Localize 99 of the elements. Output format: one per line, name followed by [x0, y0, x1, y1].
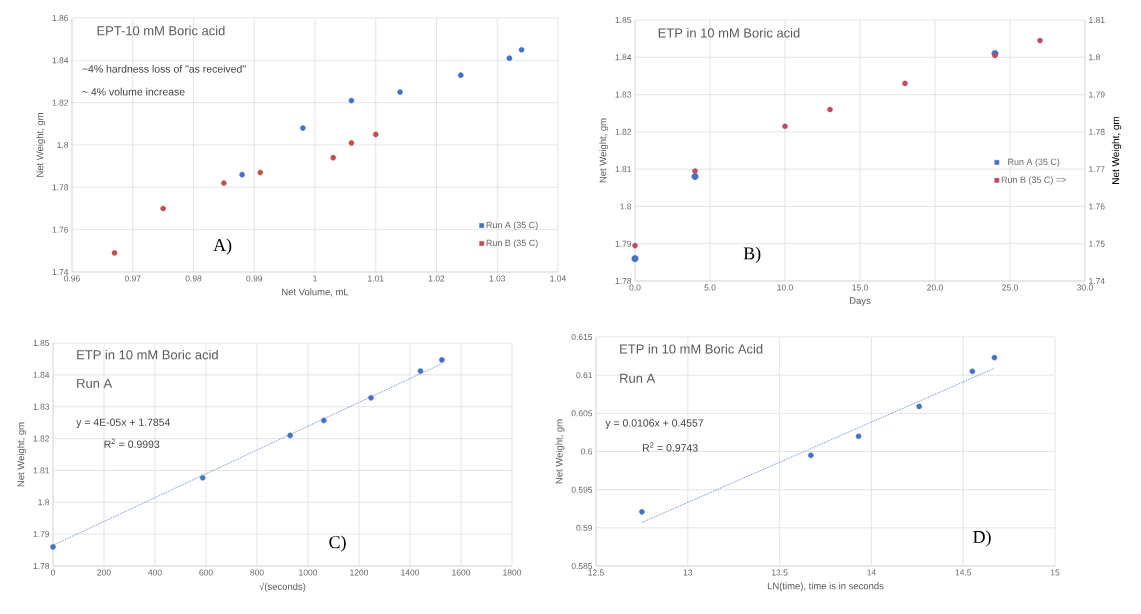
chart-title: ETP in 10 mM Boric acid — [77, 349, 218, 360]
x-tick-label: 5.0 — [704, 284, 716, 291]
x-tick-label: 1600 — [452, 569, 471, 576]
x-tick-label: 15 — [1050, 569, 1060, 576]
annotation: C) — [329, 535, 346, 552]
text: Run A — [620, 373, 656, 383]
y-tick-label: 0.595 — [571, 486, 593, 493]
y-tick-label: 1.85 — [33, 340, 50, 346]
x-axis-title: Days — [850, 297, 871, 306]
y-tick-label: 1.83 — [615, 91, 632, 98]
x-tick-label: 200 — [97, 569, 111, 576]
y-tick-label: 1.85 — [615, 17, 632, 23]
y-tick-label: 1.84 — [52, 57, 69, 64]
x-axis-title: Net Volume, mL — [282, 288, 349, 297]
y-tick-label: 1.79 — [33, 531, 50, 538]
x-tick-label: 13.5 — [772, 569, 788, 576]
y-tick-label: 0.6 — [581, 448, 593, 455]
x-tick-label: 600 — [199, 569, 213, 576]
y-tick-label: 0.615 — [571, 334, 593, 340]
y-tick-label: 1.78 — [615, 278, 632, 284]
x-tick-label: 30.0 — [1077, 284, 1093, 291]
y2-tick-label: 1.76 — [1089, 203, 1105, 210]
x-tick-label: 20.0 — [927, 284, 943, 291]
x-tick-label: 0 — [50, 569, 56, 576]
annotation: R$^{2}$ = 0.9993 — [104, 438, 160, 448]
x-tick-label: 14.5 — [955, 569, 972, 576]
x-tick-label: 1 — [313, 275, 317, 282]
y-axis-title: Net Weight, gm — [36, 113, 46, 177]
y-tick-label: 0.61 — [576, 372, 593, 379]
y-tick-label: 1.83 — [33, 403, 50, 410]
y2-tick-label: 1.77 — [1089, 166, 1105, 173]
y-tick-label: 0.585 — [571, 563, 593, 569]
y-axis-title: Net Weight, gm — [555, 419, 565, 484]
text: Run A — [77, 378, 113, 388]
x-axis-title: √(seconds) — [259, 582, 306, 592]
annotation: y = 0.0106x + 0.4557 — [605, 419, 704, 429]
y2-axis-title: Net Weight, gm — [1111, 116, 1122, 184]
y-tick-label: 0.605 — [571, 410, 593, 417]
x-tick-label: 400 — [148, 569, 162, 576]
y2-tick-label: 1.78 — [1089, 128, 1105, 135]
x-tick-label: 13 — [683, 569, 693, 576]
legend-label: Run B (35 C) => — [1001, 176, 1066, 185]
x-tick-label: 800 — [250, 569, 264, 576]
x-tick-label: 1800 — [503, 569, 522, 576]
annotation: y = 4E-05x + 1.7854 — [76, 418, 171, 429]
y-tick-label: 1.84 — [615, 54, 632, 61]
y-tick-label: 1.82 — [615, 128, 632, 135]
x-tick-label: 0.96 — [64, 275, 80, 282]
legend-label: Run B (35 C) — [486, 239, 538, 248]
y-tick-label: 1.76 — [52, 226, 69, 233]
annotation: D) — [973, 530, 991, 547]
y-tick-label: 1.8 — [57, 142, 69, 148]
chart-title: EPT-10 mM Boric acid — [97, 25, 225, 36]
x-tick-label: 10.0 — [777, 284, 793, 291]
x-tick-label: 0.98 — [185, 275, 202, 282]
y2-tick-label: 1.81 — [1089, 17, 1105, 23]
annotation: ~ 4% volume increase — [82, 87, 185, 96]
y-axis-title: Net Weight, gm — [599, 118, 609, 183]
y2-tick-label: 1.75 — [1089, 240, 1105, 247]
y-tick-label: 1.81 — [33, 467, 50, 474]
y-tick-label: 1.79 — [615, 240, 632, 247]
x-tick-label: 0.97 — [124, 275, 141, 282]
x-axis-title: LN(time), time is in seconds — [767, 582, 884, 592]
annotation: B) — [743, 246, 761, 264]
x-tick-label: 12.5 — [588, 569, 604, 576]
y-tick-label: 1.81 — [615, 166, 632, 173]
legend-label: Run A (35 C) — [486, 221, 538, 230]
y-tick-label: 1.84 — [33, 371, 50, 378]
x-tick-label: 0.99 — [246, 275, 263, 282]
y2-tick-label: 1.79 — [1089, 91, 1105, 98]
y-tick-label: 1.8 — [38, 499, 50, 506]
x-tick-label: 1000 — [299, 569, 318, 576]
x-tick-label: 14 — [867, 569, 876, 576]
y2-tick-label: 1.74 — [1089, 278, 1105, 284]
y-tick-label: 1.82 — [52, 99, 69, 106]
y-tick-label: 1.74 — [52, 269, 69, 275]
x-tick-label: 0.0 — [629, 284, 641, 291]
x-tick-label: 15.0 — [852, 284, 868, 291]
chart-title: ETP in 10 mM Boric Acid — [620, 344, 763, 354]
y-tick-label: 1.86 — [52, 15, 69, 21]
x-tick-label: 1400 — [401, 569, 420, 576]
x-tick-label: 1.02 — [428, 275, 445, 282]
x-tick-label: 1200 — [350, 569, 369, 576]
y-tick-label: 1.78 — [33, 563, 50, 569]
y-tick-label: 1.82 — [33, 435, 50, 442]
x-tick-label: 1.01 — [368, 275, 384, 282]
annotation: A) — [213, 238, 232, 255]
y-tick-label: 1.8 — [620, 203, 632, 210]
annotation: R$^{2}$ = 0.9743 — [642, 442, 698, 452]
x-tick-label: 25.0 — [1002, 284, 1018, 291]
y2-tick-label: 1.8 — [1089, 54, 1100, 61]
x-tick-label: 1.04 — [550, 275, 566, 282]
chart-title: ETP in 10 mM Boric acid — [658, 28, 800, 38]
annotation: ~4% hardness loss of "as received" — [82, 64, 246, 73]
y-tick-label: 1.78 — [52, 184, 69, 191]
y-tick-label: 0.59 — [576, 524, 593, 531]
x-tick-label: 1.03 — [489, 275, 506, 282]
y-axis-title: Net Weight, gm — [17, 422, 27, 487]
legend-label: Run A (35 C) — [1008, 158, 1060, 167]
